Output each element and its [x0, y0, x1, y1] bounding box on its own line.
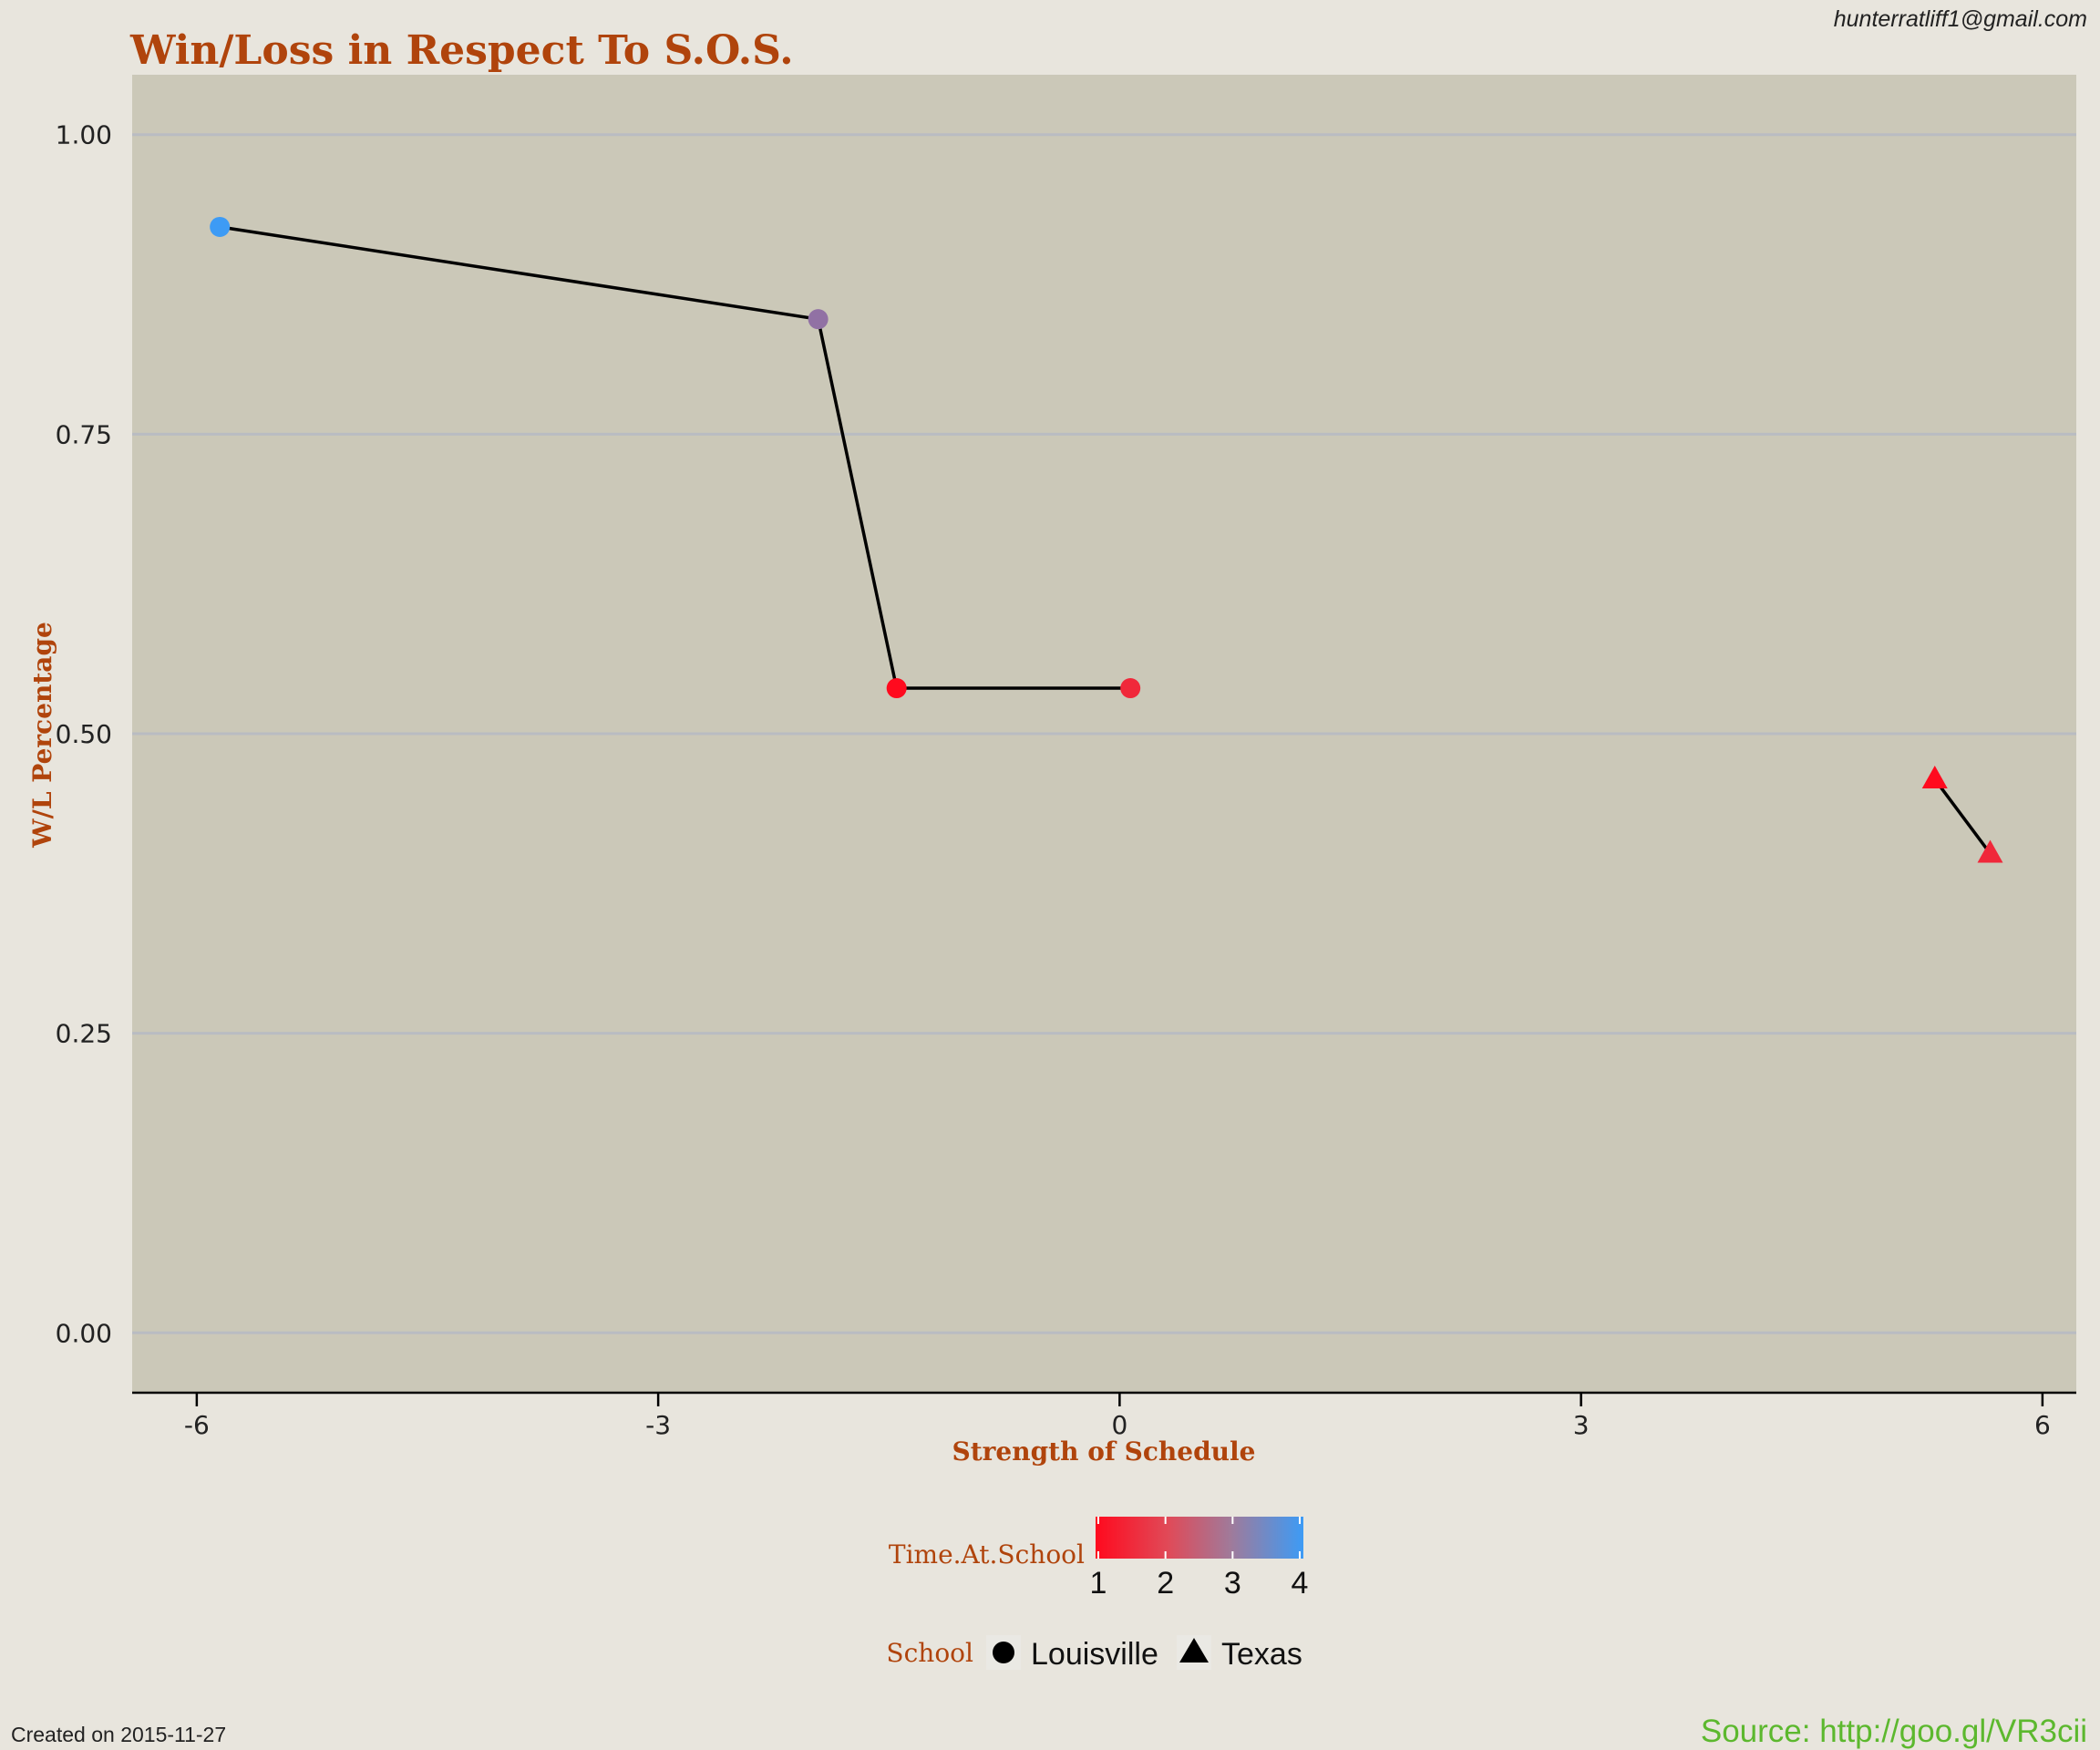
x-tick-label: 3: [1573, 1410, 1590, 1440]
data-point-texas: [1977, 839, 2003, 863]
y-tick-label: 1.00: [56, 120, 112, 150]
author-email: hunterratliff1@gmail.com: [1834, 6, 2087, 32]
x-tick-label: 0: [1111, 1410, 1127, 1440]
x-tick-label: -3: [645, 1410, 671, 1440]
x-axis-ticks: -6 -3 0 3 6: [184, 1393, 2051, 1440]
data-point-louisville: [886, 678, 907, 699]
y-tick-label: 0.75: [56, 419, 112, 449]
grid-lines: [132, 133, 2076, 1334]
y-tick-label: 0.50: [56, 719, 112, 749]
legend-circle-icon: [993, 1642, 1014, 1663]
y-axis-title: W/L Percentage: [27, 622, 57, 849]
series-line-louisville: [219, 225, 1131, 690]
chart-title: Win/Loss in Respect To S.O.S.: [129, 27, 794, 74]
y-axis-ticks: 0.00 0.25 0.50 0.75 1.00: [56, 120, 112, 1349]
colorbar: [1096, 1517, 1303, 1559]
colorbar-tick-label: 3: [1224, 1566, 1241, 1601]
created-on-caption: Created on 2015-11-27: [11, 1723, 226, 1746]
shape-legend: School Louisville Texas: [886, 1635, 1302, 1672]
data-points: [210, 216, 2003, 863]
data-point-texas: [1921, 765, 1948, 788]
x-tick-label: -6: [184, 1410, 210, 1440]
colorbar-tick-label: 4: [1292, 1566, 1309, 1601]
x-tick-label: 6: [2034, 1410, 2051, 1440]
legend-label-texas: Texas: [1221, 1637, 1302, 1672]
legend-triangle-icon: [1179, 1638, 1209, 1662]
colorbar-tick-label: 2: [1157, 1566, 1174, 1601]
y-tick-label: 0.00: [56, 1318, 112, 1348]
legend-label-louisville: Louisville: [1031, 1637, 1158, 1672]
colorbar-ticks: 1 2 3 4: [1090, 1517, 1309, 1601]
series-lines: [219, 225, 1992, 855]
color-legend: Time.At.School 1 2 3 4: [889, 1517, 1309, 1601]
color-legend-title: Time.At.School: [889, 1539, 1085, 1570]
shape-legend-title: School: [886, 1638, 973, 1668]
data-point-louisville: [1120, 678, 1141, 699]
source-caption: Source: http://goo.gl/VR3cii: [1701, 1714, 2087, 1749]
data-point-louisville: [808, 309, 829, 330]
series-line-texas: [1933, 777, 1992, 855]
x-axis-title: Strength of Schedule: [952, 1436, 1256, 1467]
y-tick-label: 0.25: [56, 1019, 112, 1049]
data-point-louisville: [210, 216, 231, 237]
colorbar-tick-label: 1: [1090, 1566, 1107, 1601]
